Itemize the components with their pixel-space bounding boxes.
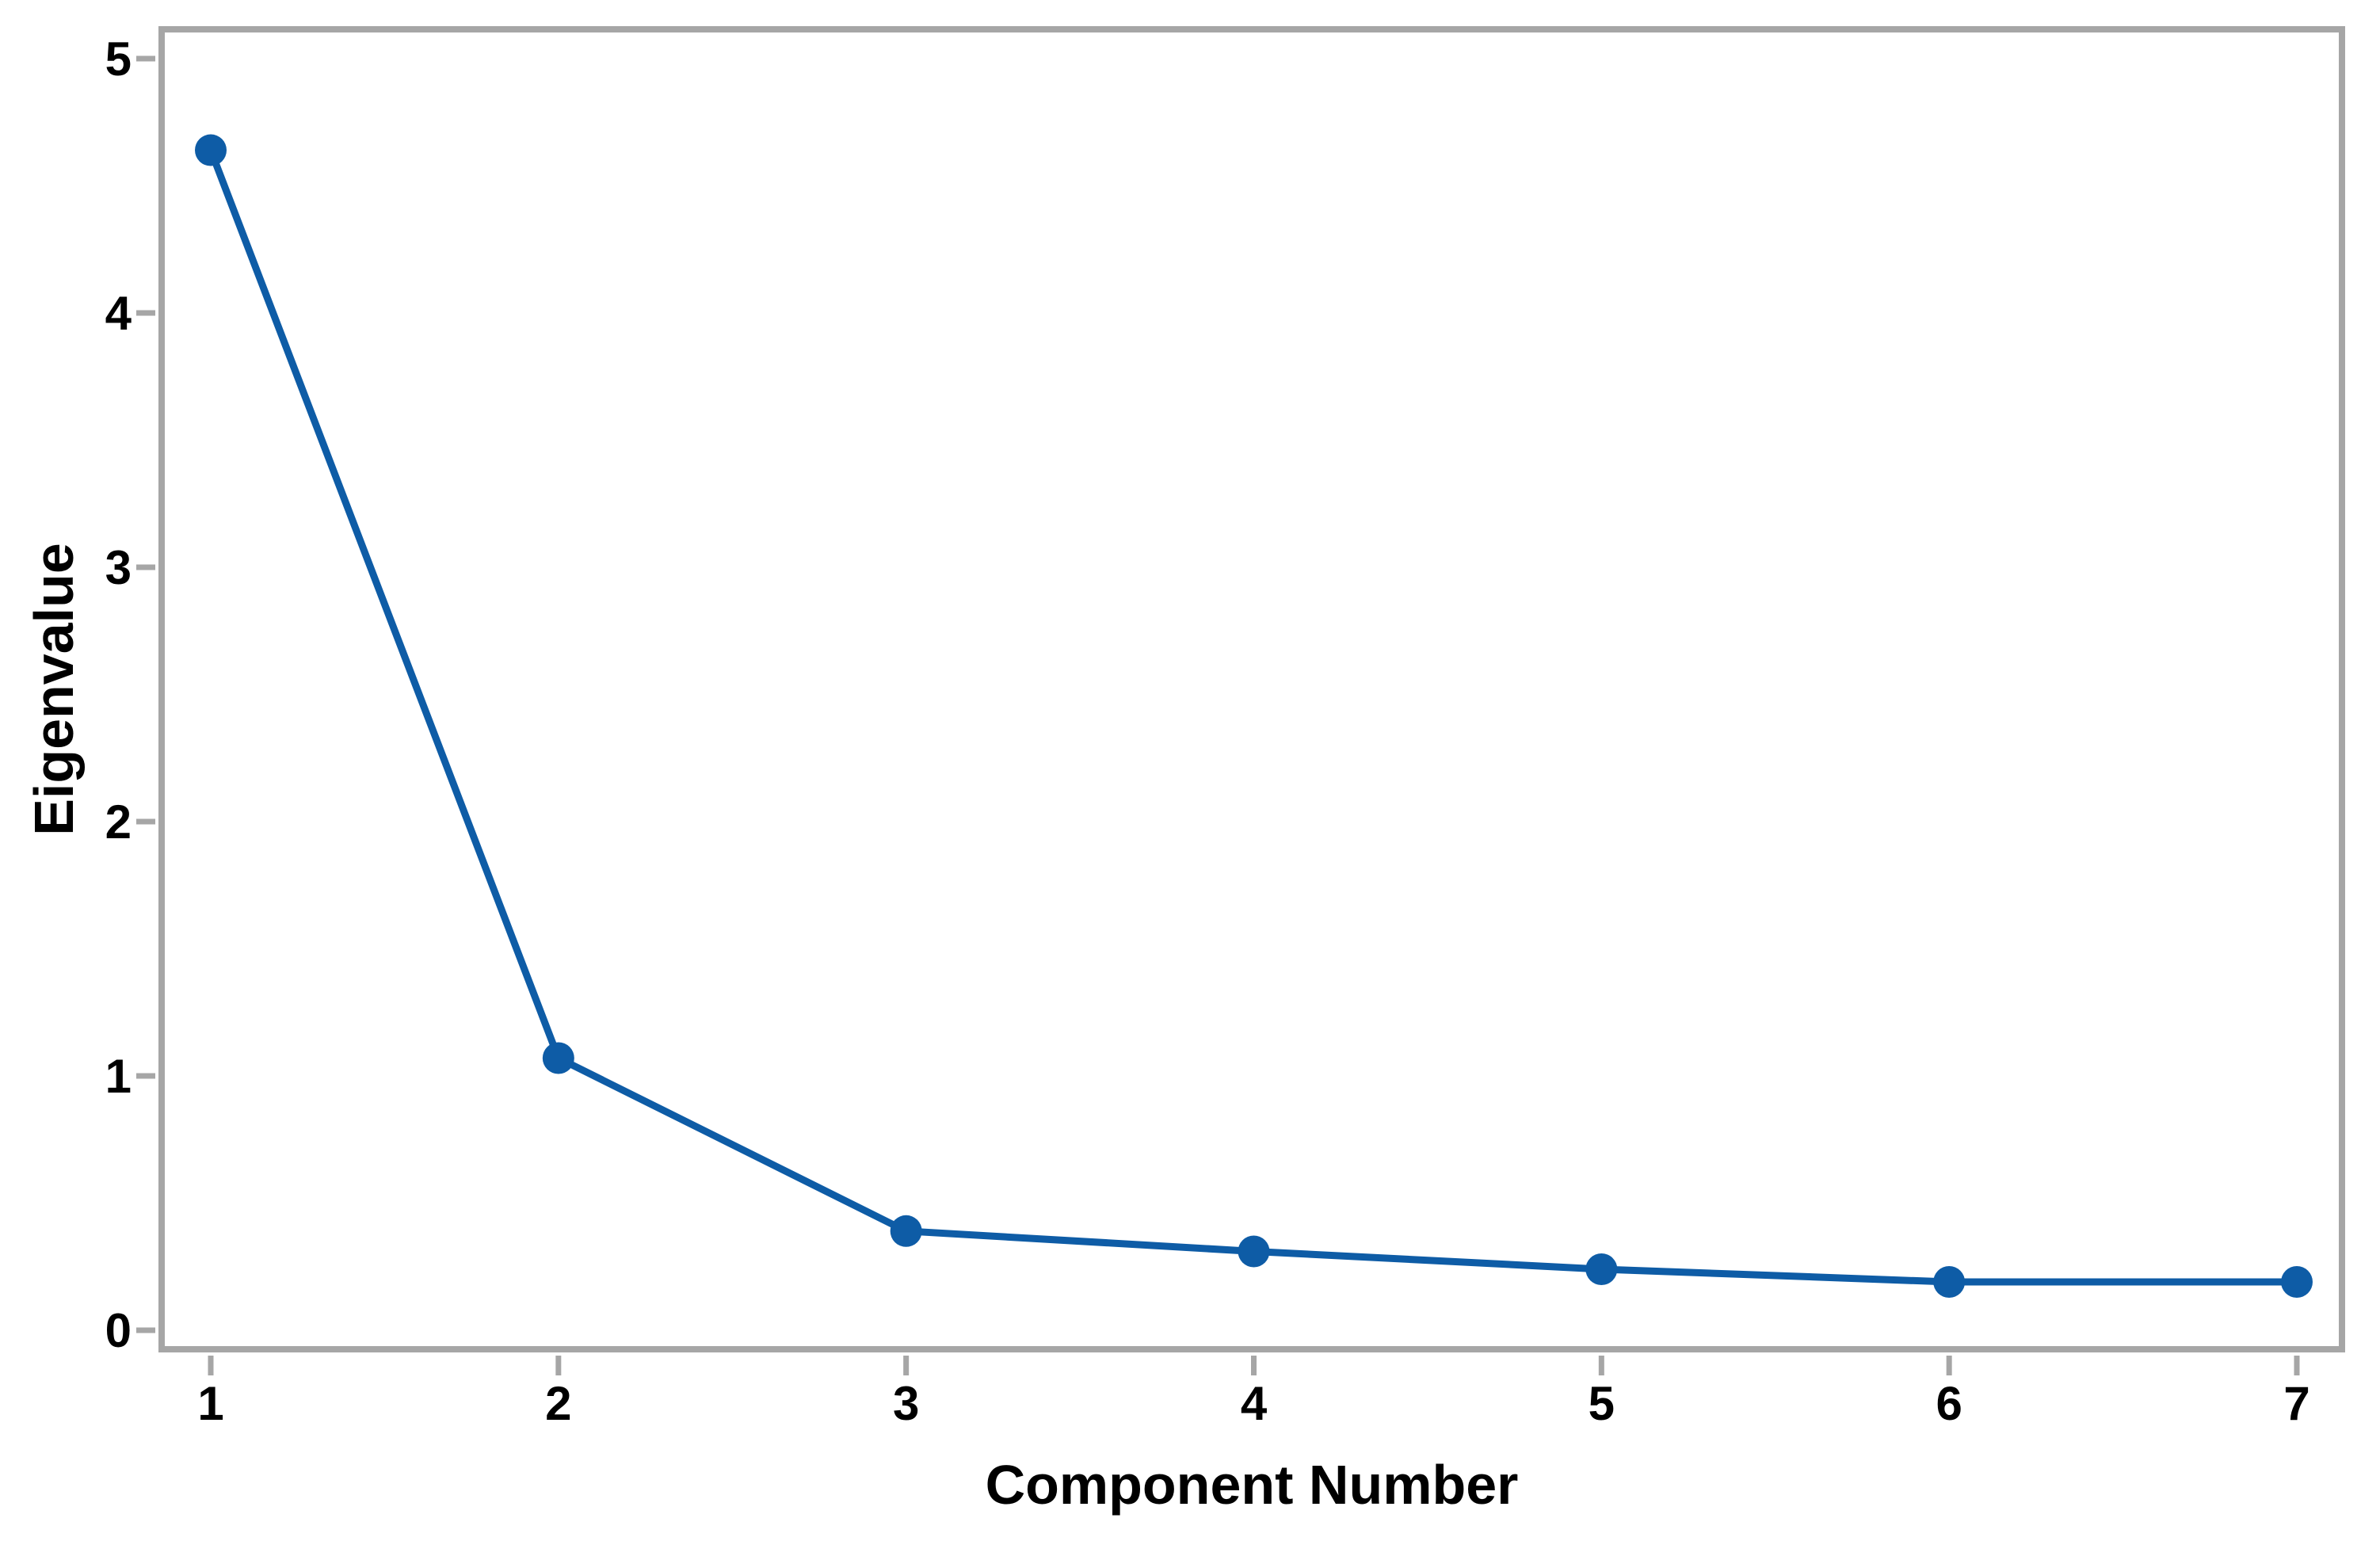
eigenvalue-series <box>195 134 2313 1299</box>
data-point <box>1238 1235 1270 1268</box>
series-line <box>207 148 2297 1286</box>
plot-frame <box>158 26 2345 1352</box>
x-tick-label: 6 <box>1936 1377 1962 1430</box>
data-point <box>1585 1253 1618 1285</box>
y-tick-label: 4 <box>105 287 132 340</box>
y-axis-label: Eigenvalue <box>23 543 85 836</box>
y-tick-label: 0 <box>105 1304 132 1357</box>
y-tick-label: 2 <box>105 795 132 849</box>
x-tick-label: 1 <box>197 1377 223 1430</box>
x-tick-label: 4 <box>1241 1377 1268 1430</box>
y-tick-label: 5 <box>105 32 132 86</box>
x-axis-label: Component Number <box>986 1454 1519 1516</box>
data-point <box>2281 1266 2313 1299</box>
data-point <box>890 1215 922 1247</box>
data-point <box>195 134 227 166</box>
y-axis-ticks: 0 1 2 3 4 5 <box>105 32 155 1357</box>
data-point <box>542 1042 574 1074</box>
x-tick-label: 2 <box>545 1377 571 1430</box>
x-tick-label: 3 <box>893 1377 919 1430</box>
y-tick-label: 1 <box>105 1050 132 1103</box>
x-tick-label: 5 <box>1589 1377 1615 1430</box>
y-tick-label: 3 <box>105 541 132 594</box>
x-axis-ticks: 1 2 3 4 5 6 7 <box>197 1356 2310 1430</box>
x-tick-label: 7 <box>2283 1377 2309 1430</box>
data-point <box>1933 1266 1966 1299</box>
